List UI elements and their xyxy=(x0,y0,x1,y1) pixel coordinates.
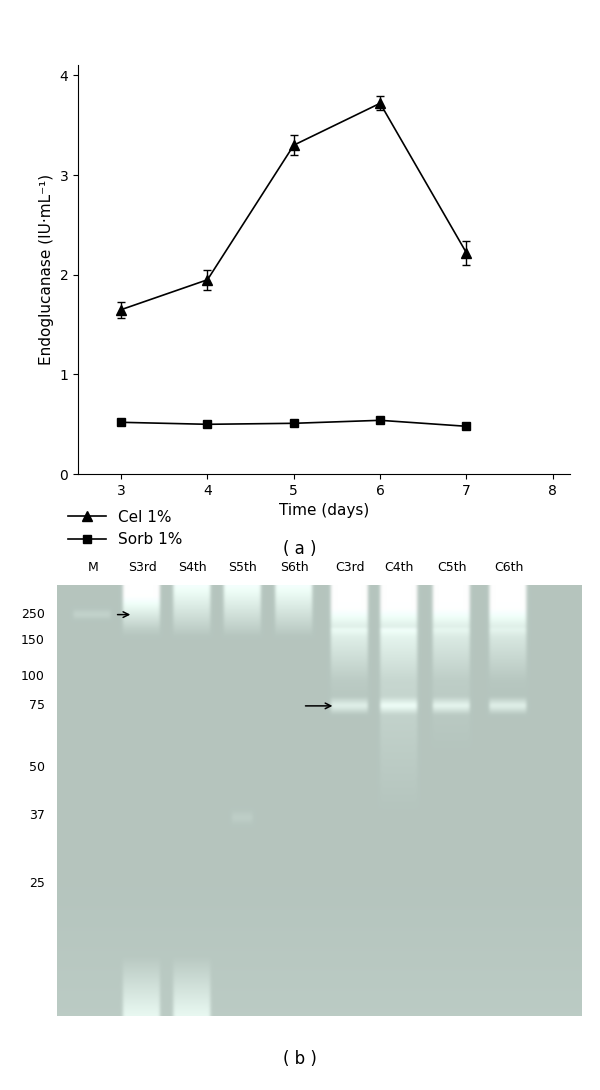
Text: 50: 50 xyxy=(29,761,44,774)
Legend: Cel 1%, Sorb 1%: Cel 1%, Sorb 1% xyxy=(62,504,188,554)
Text: S6th: S6th xyxy=(280,561,308,574)
Text: ( b ): ( b ) xyxy=(283,1051,317,1068)
Text: S4th: S4th xyxy=(178,561,207,574)
Text: S3rd: S3rd xyxy=(128,561,157,574)
Y-axis label: Endoglucanase (IU·mL⁻¹): Endoglucanase (IU·mL⁻¹) xyxy=(39,174,54,365)
Text: 25: 25 xyxy=(29,876,44,889)
Text: ( a ): ( a ) xyxy=(283,541,317,558)
Text: 100: 100 xyxy=(21,670,44,683)
Text: C3rd: C3rd xyxy=(335,561,365,574)
Text: 75: 75 xyxy=(29,700,44,713)
Text: C5th: C5th xyxy=(437,561,467,574)
Text: 250: 250 xyxy=(21,608,44,621)
Text: 37: 37 xyxy=(29,809,44,822)
Text: M: M xyxy=(88,561,98,574)
Text: C4th: C4th xyxy=(385,561,414,574)
Text: C6th: C6th xyxy=(494,561,523,574)
X-axis label: Time (days): Time (days) xyxy=(279,504,369,519)
Text: 150: 150 xyxy=(21,634,44,647)
Text: S5th: S5th xyxy=(229,561,257,574)
